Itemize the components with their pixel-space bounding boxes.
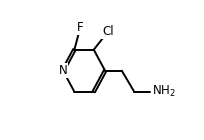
Text: NH$_2$: NH$_2$ (152, 84, 176, 99)
Text: N: N (59, 64, 67, 77)
Text: Cl: Cl (102, 25, 114, 38)
Text: F: F (77, 21, 84, 34)
